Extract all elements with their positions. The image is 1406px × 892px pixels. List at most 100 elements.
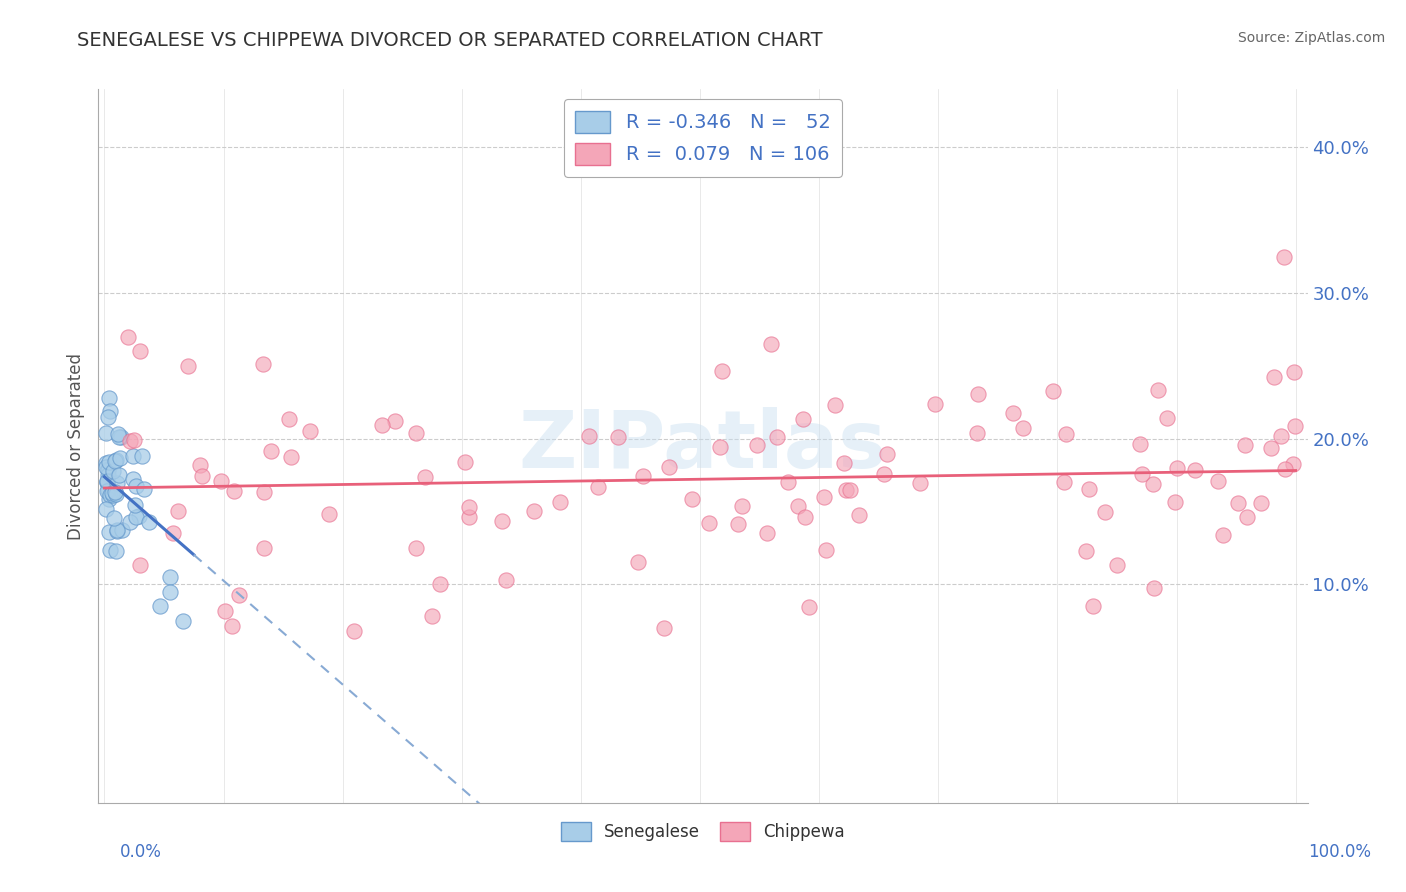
- Text: ZIPatlas: ZIPatlas: [519, 407, 887, 485]
- Point: [908, 475, 931, 490]
- Point: [405, 426, 427, 441]
- Point: [578, 429, 600, 443]
- Point: [162, 526, 184, 541]
- Point: [110, 451, 132, 466]
- Point: [681, 492, 703, 507]
- Point: [1260, 442, 1282, 456]
- Point: [101, 464, 124, 478]
- Point: [371, 417, 394, 432]
- Point: [1164, 495, 1187, 509]
- Point: [709, 440, 731, 454]
- Point: [172, 614, 194, 628]
- Point: [1054, 426, 1077, 441]
- Point: [778, 475, 800, 489]
- Point: [107, 524, 129, 539]
- Point: [1012, 421, 1035, 435]
- Point: [626, 556, 648, 570]
- Point: [384, 414, 406, 428]
- Point: [97, 463, 120, 477]
- Point: [457, 500, 479, 515]
- Point: [96, 475, 118, 489]
- Point: [1212, 528, 1234, 542]
- Point: [786, 499, 808, 513]
- Point: [710, 364, 733, 378]
- Point: [873, 467, 896, 481]
- Point: [422, 608, 444, 623]
- Point: [429, 576, 451, 591]
- Point: [117, 330, 139, 344]
- Point: [108, 467, 131, 482]
- Point: [792, 412, 814, 426]
- Point: [1156, 411, 1178, 425]
- Point: [120, 515, 142, 529]
- Point: [103, 511, 125, 525]
- Point: [1042, 384, 1064, 398]
- Point: [124, 434, 146, 448]
- Point: [101, 485, 124, 500]
- Point: [761, 337, 783, 351]
- Point: [1094, 505, 1116, 519]
- Point: [658, 460, 681, 475]
- Point: [132, 482, 155, 496]
- Point: [96, 474, 118, 488]
- Point: [111, 523, 134, 537]
- Point: [277, 411, 299, 425]
- Point: [1142, 477, 1164, 491]
- Point: [727, 516, 749, 531]
- Point: [491, 514, 513, 528]
- Point: [259, 444, 281, 458]
- Point: [633, 469, 655, 483]
- Text: Source: ZipAtlas.com: Source: ZipAtlas.com: [1237, 31, 1385, 45]
- Point: [96, 475, 118, 490]
- Point: [1166, 460, 1188, 475]
- Point: [1143, 581, 1166, 595]
- Legend: Senegalese, Chippewa: Senegalese, Chippewa: [554, 815, 852, 848]
- Point: [252, 541, 274, 556]
- Point: [1081, 599, 1104, 614]
- Point: [94, 460, 117, 475]
- Point: [125, 479, 148, 493]
- Point: [124, 498, 146, 512]
- Point: [120, 434, 142, 448]
- Point: [318, 508, 340, 522]
- Point: [253, 484, 276, 499]
- Point: [129, 344, 152, 359]
- Point: [280, 450, 302, 464]
- Point: [834, 483, 856, 497]
- Point: [209, 474, 232, 488]
- Point: [104, 487, 127, 501]
- Point: [228, 588, 250, 602]
- Point: [97, 524, 120, 539]
- Point: [159, 584, 181, 599]
- Point: [1184, 463, 1206, 477]
- Point: [129, 558, 152, 572]
- Point: [188, 458, 211, 472]
- Point: [108, 430, 131, 444]
- Point: [104, 454, 127, 468]
- Point: [1206, 474, 1229, 488]
- Point: [224, 483, 246, 498]
- Point: [924, 397, 946, 411]
- Point: [128, 509, 150, 524]
- Point: [252, 357, 274, 371]
- Point: [1078, 482, 1101, 496]
- Point: [413, 469, 436, 483]
- Point: [652, 621, 675, 635]
- Point: [97, 467, 120, 482]
- Point: [824, 398, 846, 412]
- Point: [755, 525, 778, 540]
- Point: [697, 516, 720, 531]
- Text: SENEGALESE VS CHIPPEWA DIVORCED OR SEPARATED CORRELATION CHART: SENEGALESE VS CHIPPEWA DIVORCED OR SEPAR…: [77, 31, 823, 50]
- Point: [814, 543, 837, 558]
- Point: [298, 425, 321, 439]
- Point: [832, 456, 855, 470]
- Point: [1284, 419, 1306, 434]
- Point: [495, 573, 517, 587]
- Point: [838, 483, 860, 498]
- Point: [405, 541, 427, 555]
- Point: [98, 543, 121, 558]
- Point: [1274, 462, 1296, 476]
- Point: [343, 624, 366, 639]
- Point: [97, 461, 120, 475]
- Point: [101, 487, 124, 501]
